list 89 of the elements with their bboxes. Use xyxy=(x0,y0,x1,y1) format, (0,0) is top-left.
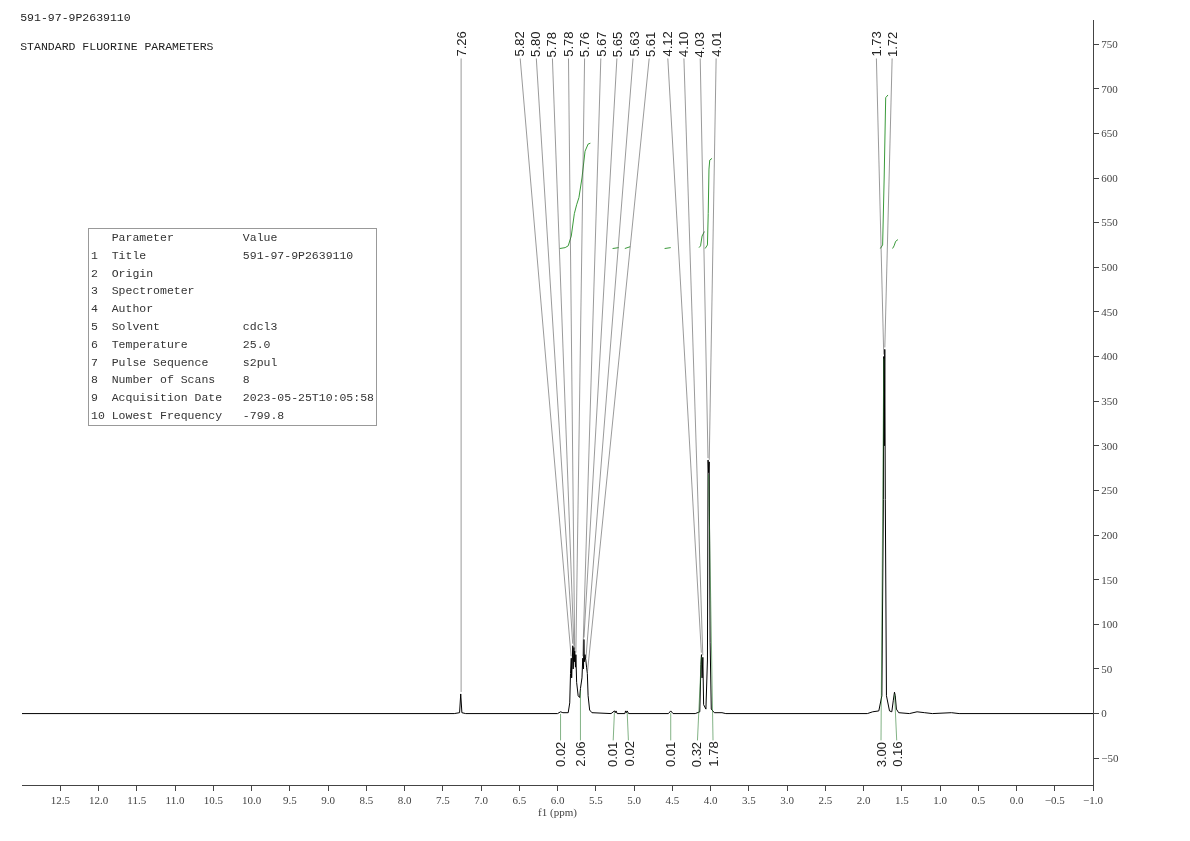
annotation: 3.00 xyxy=(873,741,889,768)
annotation: 0.01 xyxy=(605,741,621,767)
annotation: 0.02 xyxy=(553,741,569,767)
y-tick-label: −50 xyxy=(1101,752,1119,765)
x-tick-label: −0.5 xyxy=(1044,794,1066,807)
x-tick-label: 8.5 xyxy=(359,794,374,807)
annotation: 3 Spectrometer xyxy=(90,283,196,300)
x-tick-label: 4.5 xyxy=(665,794,680,807)
annotation: 4.01 xyxy=(708,31,724,57)
y-tick-label: 600 xyxy=(1101,171,1119,184)
annotation: 7.26 xyxy=(453,31,469,57)
y-tick-label: 0 xyxy=(1101,707,1108,720)
annotation: 1.73 xyxy=(868,31,884,57)
x-tick-label: 0.5 xyxy=(971,794,986,807)
annotation: 4.03 xyxy=(692,32,708,58)
annotation: 5.80 xyxy=(527,31,543,57)
line-series xyxy=(704,157,713,250)
text: STANDARD FLUORINE PARAMETERS xyxy=(20,40,214,54)
line-series xyxy=(698,231,705,249)
x-tick-label: 11.0 xyxy=(165,794,185,807)
x-tick-label: 4.0 xyxy=(703,794,718,807)
annotation: 5 Solvent cdcl3 xyxy=(90,319,279,335)
annotation: 6 Temperature 25.0 xyxy=(90,336,272,353)
x-tick-label: 12.0 xyxy=(88,794,109,807)
y-tick-label: 500 xyxy=(1101,261,1119,274)
annotation: 2 Origin xyxy=(90,265,155,282)
y-tick-label: 700 xyxy=(1101,82,1119,95)
x-tick-label: 12.5 xyxy=(50,794,71,807)
x-tick-label: 11.5 xyxy=(127,794,147,807)
y-tick-label: 50 xyxy=(1101,662,1113,675)
annotation: 9 Acquisition Date 2023-05-25T10:05:58 xyxy=(90,390,375,407)
x-tick-label: 9.0 xyxy=(321,794,336,807)
x-tick-label: 5.0 xyxy=(627,794,642,807)
annotation: 1.72 xyxy=(885,31,901,57)
x-tick-label: 3.5 xyxy=(741,794,757,807)
annotation: 0.16 xyxy=(889,741,905,767)
x-tick-label: 7.5 xyxy=(435,794,451,807)
annotation: 5.76 xyxy=(577,31,593,58)
x-tick-label: 0.0 xyxy=(1009,794,1024,807)
line-series xyxy=(22,348,1093,715)
annotation: 0.01 xyxy=(663,741,679,768)
annotation: 0.32 xyxy=(689,741,705,768)
annotation: 1 Title 591-97-9P2639110 xyxy=(90,247,355,264)
x-tick-label: 10.5 xyxy=(203,794,224,807)
y-tick-label: 550 xyxy=(1101,216,1119,229)
y-tick-label: 650 xyxy=(1101,127,1119,140)
y-tick-label: 350 xyxy=(1101,395,1119,408)
y-tick-label: 450 xyxy=(1101,305,1119,318)
annotation: 5.65 xyxy=(610,31,626,58)
x-tick-label: 10.0 xyxy=(241,794,262,807)
x-tick-label: 3.0 xyxy=(780,794,795,807)
x-tick-label: 8.0 xyxy=(397,794,412,807)
annotation: 10 Lowest Frequency -799.8 xyxy=(90,407,286,424)
annotation: 5.82 xyxy=(511,31,527,57)
annotation: 0.02 xyxy=(621,741,637,767)
annotation: 2.06 xyxy=(573,741,589,767)
x-axis-title: f1 (ppm) xyxy=(538,806,578,820)
y-tick-label: 750 xyxy=(1101,37,1119,50)
y-tick-label: 200 xyxy=(1101,528,1119,541)
annotation: 8 Number of Scans 8 xyxy=(90,372,251,389)
y-tick-label: 300 xyxy=(1101,439,1119,452)
annotation: 5.67 xyxy=(593,31,609,57)
annotation: 5.63 xyxy=(626,31,642,57)
annotation: 5.78 xyxy=(560,31,576,57)
x-tick-label: −1.0 xyxy=(1083,794,1104,807)
chart-title: 591-97-9P2639110 xyxy=(20,10,131,24)
x-tick-label: 2.0 xyxy=(856,794,871,807)
annotation: 1.78 xyxy=(705,741,721,767)
x-tick-label: 1.0 xyxy=(933,794,948,807)
x-tick-label: 6.0 xyxy=(550,794,565,807)
annotation: 7 Pulse Sequence s2pul xyxy=(90,354,279,371)
line-series xyxy=(559,142,591,250)
annotation: 5.78 xyxy=(544,32,560,58)
x-tick-label: 7.0 xyxy=(474,794,489,807)
annotation: 4.12 xyxy=(659,31,675,57)
x-tick-label: 6.5 xyxy=(512,794,527,807)
y-tick-label: 100 xyxy=(1101,618,1119,631)
x-tick-label: 5.5 xyxy=(588,794,604,807)
x-tick-label: 9.5 xyxy=(282,794,298,807)
x-tick-label: 2.5 xyxy=(818,794,833,807)
annotation: 4.10 xyxy=(676,31,691,57)
y-tick-label: 150 xyxy=(1101,573,1119,586)
line-series xyxy=(892,239,899,250)
y-tick-label: 250 xyxy=(1101,484,1119,497)
y-tick-label: 400 xyxy=(1101,350,1119,363)
annotation: Parameter Value xyxy=(110,230,279,246)
annotation: 5.61 xyxy=(643,31,659,58)
annotation: 4 Author xyxy=(90,301,155,318)
x-tick-label: 1.5 xyxy=(894,794,910,807)
